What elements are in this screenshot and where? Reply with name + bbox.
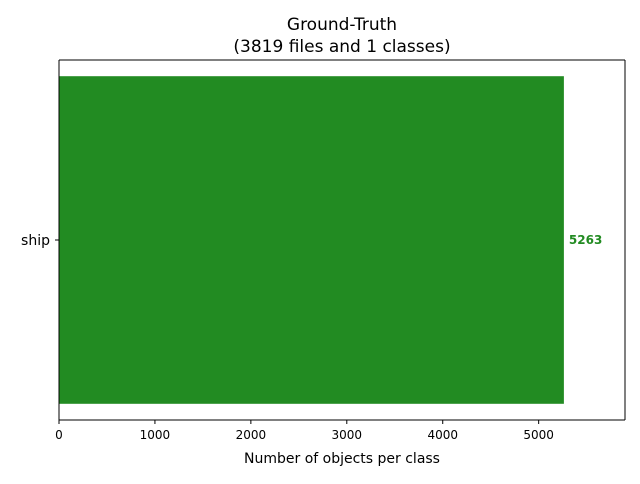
x-axis-ticks: 0 1000 2000 3000 4000 5000 <box>55 420 554 442</box>
value-labels: 5263 <box>569 233 602 247</box>
chart-title-line-1: Ground-Truth <box>287 15 397 35</box>
x-tick-label-2000: 2000 <box>236 428 267 442</box>
x-tick-label-1000: 1000 <box>140 428 171 442</box>
bar-ship <box>59 76 564 404</box>
x-tick-label-4000: 4000 <box>427 428 458 442</box>
bars-layer <box>59 76 564 404</box>
y-axis-ticks: ship <box>21 233 59 249</box>
x-tick-label-5000: 5000 <box>523 428 554 442</box>
value-label-ship: 5263 <box>569 233 602 247</box>
y-tick-label-ship: ship <box>21 233 50 249</box>
x-tick-label-3000: 3000 <box>332 428 363 442</box>
x-tick-label-0: 0 <box>55 428 63 442</box>
chart-title-line-2: (3819 files and 1 classes) <box>233 37 450 57</box>
x-axis-label: Number of objects per class <box>244 451 440 467</box>
